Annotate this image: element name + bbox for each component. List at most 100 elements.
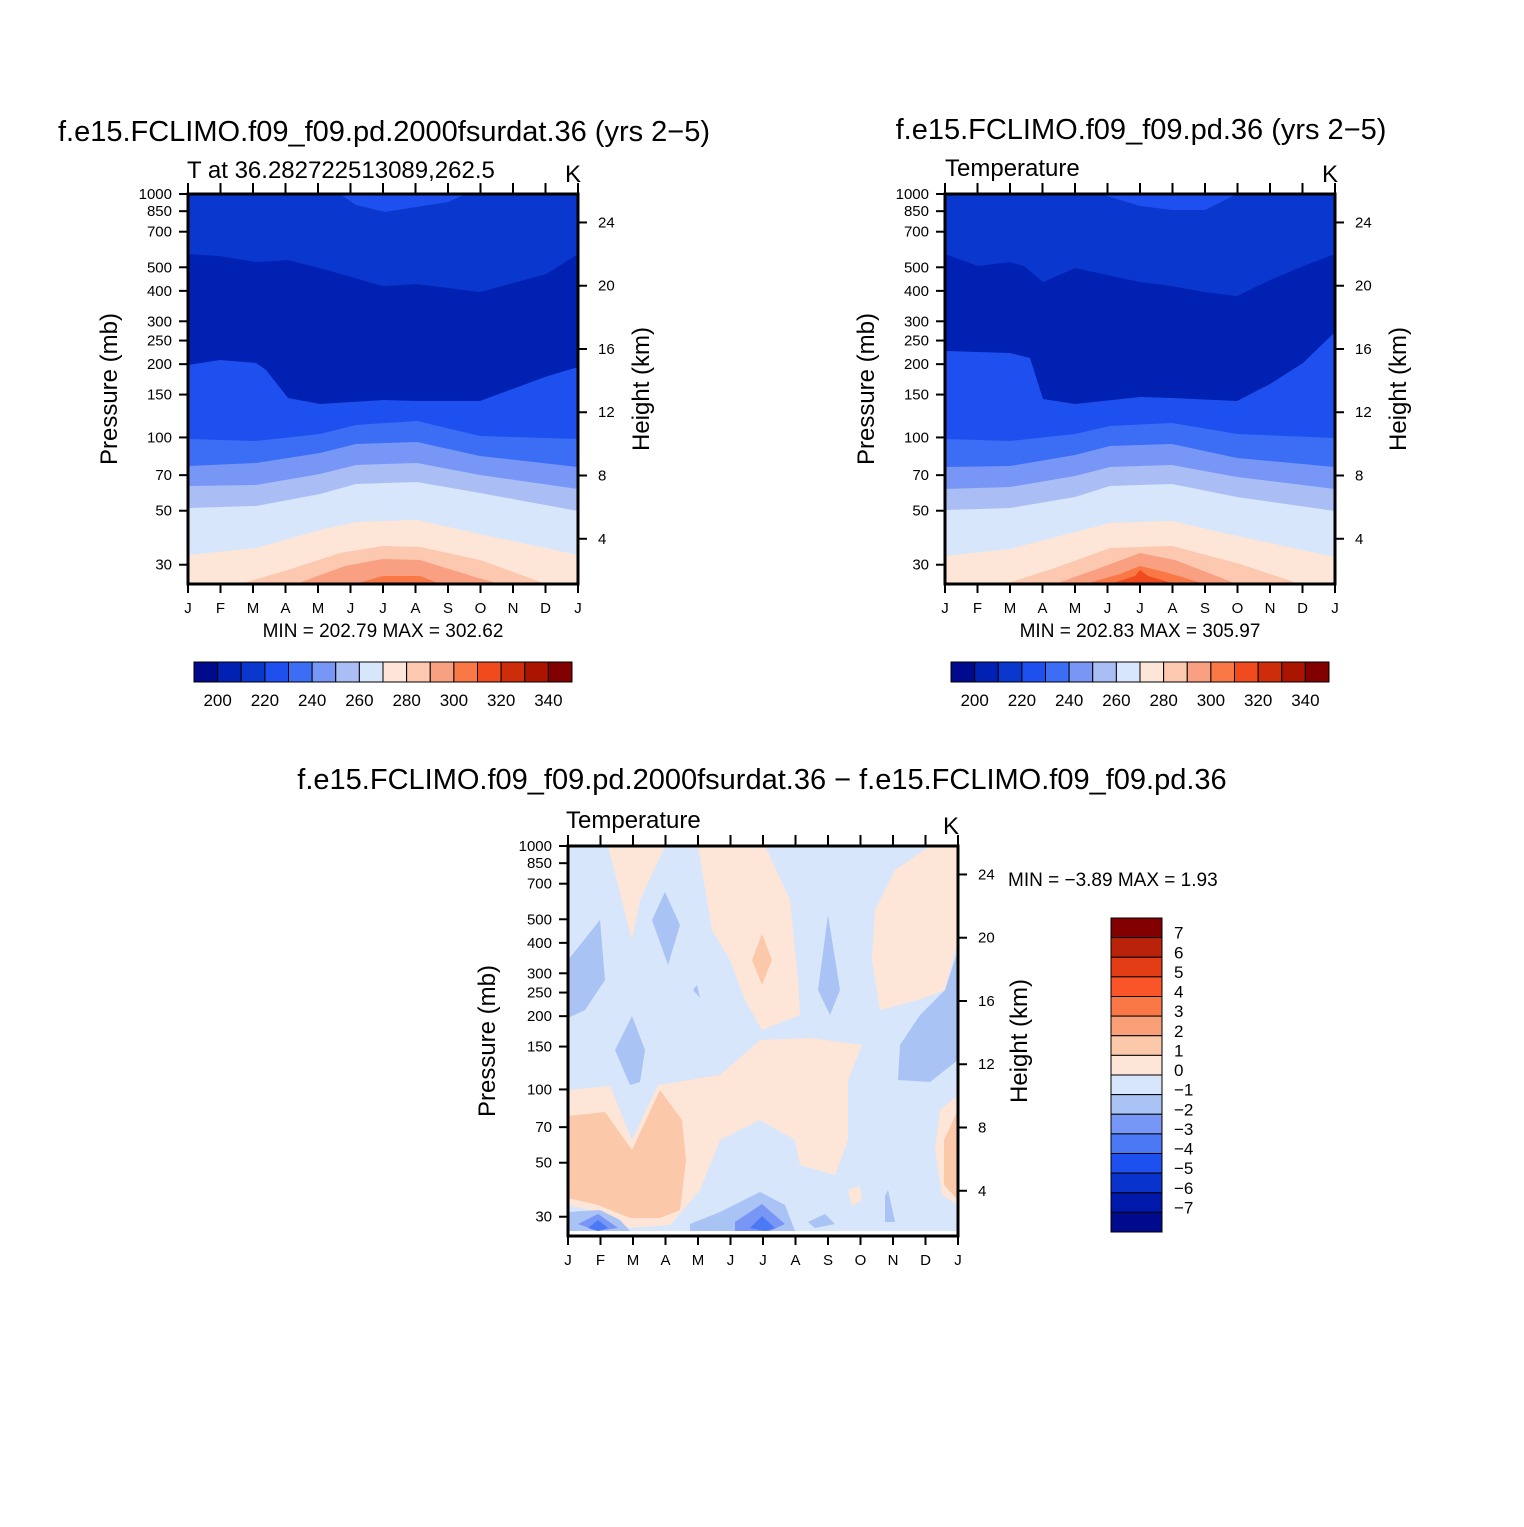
panel-2-colorbar: 200 220 240 260 280 300 320 340 [950, 661, 1330, 710]
x-tick-label: J [184, 600, 192, 617]
x-tick-label: A [790, 1252, 800, 1269]
x-tick-label: N [1265, 600, 1276, 617]
panel-2-units: K [1322, 161, 1338, 188]
x-tick-label: A [280, 600, 290, 617]
colorbar-label: −1 [1174, 1081, 1193, 1100]
colorbar-swatch [1110, 1074, 1163, 1096]
colorbar-swatch [1110, 917, 1163, 939]
left-y-axis-label: Pressure (mb) [474, 965, 501, 1117]
y-tick-label: 30 [912, 557, 929, 574]
panel-3-contours [568, 846, 958, 1236]
colorbar-label: 280 [1149, 691, 1177, 710]
right-y-tick-label: 24 [1355, 214, 1372, 231]
x-tick-label: A [1167, 600, 1177, 617]
right-y-tick-label: 8 [1355, 468, 1363, 485]
colorbar-swatch [1110, 1192, 1163, 1213]
y-tick-label: 150 [147, 387, 172, 404]
colorbar-label: 3 [1174, 1002, 1183, 1021]
colorbar-label: −4 [1174, 1140, 1193, 1159]
colorbar-label: 6 [1174, 943, 1183, 962]
contour-band [693, 985, 700, 998]
y-tick-label: 400 [527, 935, 552, 952]
contour-band [608, 846, 665, 940]
x-tick-label: N [888, 1252, 899, 1269]
x-tick-label: J [1136, 600, 1144, 617]
right-y-tick-label: 12 [598, 404, 615, 421]
colorbar-swatch [1163, 661, 1188, 683]
contour-band [296, 559, 500, 584]
x-tick-label: F [973, 600, 982, 617]
x-tick-label: S [443, 600, 453, 617]
contour-band [188, 194, 578, 292]
colorbar-label: 5 [1174, 963, 1183, 982]
colorbar-label: 7 [1174, 924, 1183, 943]
colorbar-swatch [1304, 661, 1330, 683]
y-tick-label: 850 [527, 855, 552, 872]
y-tick-label: 50 [535, 1155, 552, 1172]
y-tick-label: 100 [527, 1081, 552, 1098]
x-tick-label: J [574, 600, 582, 617]
x-tick-label: M [627, 1252, 640, 1269]
y-tick-label: 200 [527, 1008, 552, 1025]
x-tick-label: D [540, 600, 551, 617]
y-tick-label: 150 [527, 1039, 552, 1056]
right-y-tick-label: 8 [978, 1120, 986, 1137]
panel-1-contours [188, 194, 578, 584]
colorbar-swatch [240, 661, 266, 683]
y-tick-label: 100 [147, 429, 172, 446]
left-y-axis-label: Pressure (mb) [853, 313, 880, 465]
panel-2-contours [945, 194, 1335, 584]
x-tick-label: S [823, 1252, 833, 1269]
contour-band [588, 1220, 608, 1231]
y-tick-label: 150 [904, 387, 929, 404]
colorbar-label: 260 [1102, 691, 1130, 710]
panel-1-title: f.e15.FCLIMO.f09_f09.pd.2000fsurdat.36 (… [58, 116, 710, 148]
colorbar-swatch [1110, 1113, 1163, 1135]
panel-3-minmax: MIN = −3.89 MAX = 1.93 [1008, 870, 1218, 891]
y-tick-label: 30 [535, 1209, 552, 1226]
contour-band [818, 915, 840, 1015]
x-tick-label: J [379, 600, 387, 617]
right-y-tick-label: 16 [1355, 341, 1372, 358]
contour-band [340, 194, 466, 212]
contour-band [698, 846, 800, 1030]
y-tick-label: 50 [912, 503, 929, 520]
x-tick-label: O [1232, 600, 1244, 617]
y-tick-label: 100 [904, 429, 929, 446]
right-y-axis-label: Height (km) [1006, 979, 1033, 1103]
colorbar-label: 200 [960, 691, 988, 710]
y-tick-label: 70 [155, 467, 172, 484]
colorbar-label: 260 [345, 691, 373, 710]
colorbar-swatch [1115, 661, 1141, 683]
contour-band [945, 254, 1335, 404]
colorbar-label: −5 [1174, 1159, 1193, 1178]
colorbar-swatch [358, 661, 384, 683]
panel-1-colorbar: 200 220 240 260 280 300 320 340 [193, 661, 573, 710]
y-tick-label: 30 [155, 557, 172, 574]
colorbar-label: 220 [251, 691, 279, 710]
y-tick-label: 700 [147, 224, 172, 241]
colorbar-label: 280 [392, 691, 420, 710]
right-y-tick-label: 20 [1355, 278, 1372, 295]
colorbar-label: 240 [1055, 691, 1083, 710]
right-y-tick-label: 4 [978, 1183, 986, 1200]
x-tick-label: A [410, 600, 420, 617]
colorbar-swatch [1210, 661, 1235, 683]
contour-band [652, 892, 680, 965]
panel-2: f.e15.FCLIMO.f09_f09.pd.36 (yrs 2−5) Tem… [853, 114, 1412, 710]
y-tick-label: 500 [527, 911, 552, 928]
y-tick-label: 50 [155, 503, 172, 520]
right-y-tick-label: 24 [598, 214, 615, 231]
colorbar-swatch [997, 661, 1023, 683]
colorbar-swatch [1110, 956, 1163, 978]
colorbar-label: 320 [487, 691, 515, 710]
x-tick-label: N [508, 600, 519, 617]
contour-band [848, 1186, 862, 1206]
x-tick-label: J [954, 1252, 962, 1269]
right-y-tick-label: 16 [598, 341, 615, 358]
right-y-axis: 24 20 16 12 8 4 [1335, 214, 1372, 548]
contour-band [872, 846, 958, 1010]
colorbar-swatch [288, 661, 313, 683]
